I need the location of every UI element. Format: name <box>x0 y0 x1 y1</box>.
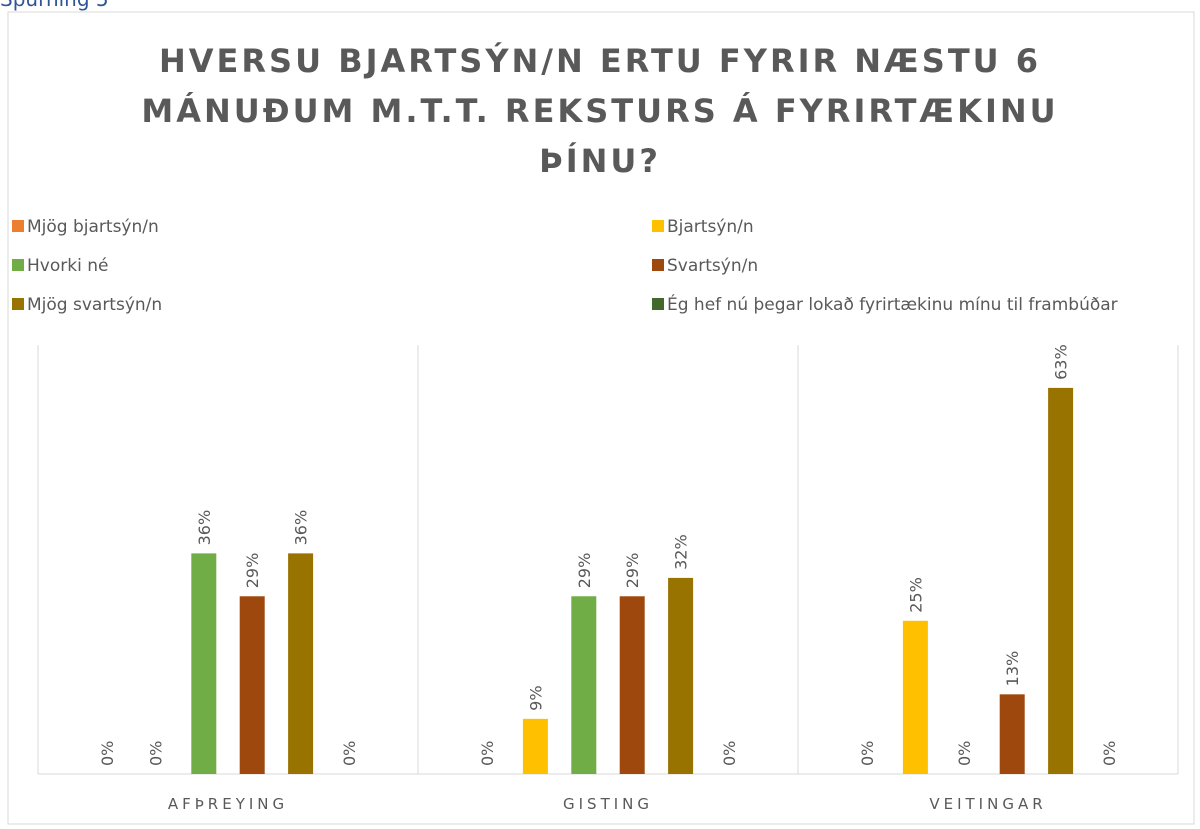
bar <box>571 596 597 774</box>
x-tick-label: VEITINGAR <box>929 795 1046 813</box>
chart-title: HVERSU BJARTSÝN/N ERTU FYRIR NÆSTU 6 <box>159 42 1041 80</box>
legend-label: Bjartsýn/n <box>667 217 754 237</box>
bar <box>902 620 928 774</box>
data-label: 36% <box>292 510 311 546</box>
bar <box>1048 387 1074 774</box>
data-label: 13% <box>1003 651 1022 687</box>
header: Spurning 5 <box>0 0 109 11</box>
data-label: 0% <box>955 741 974 766</box>
legend-label: Hvorki né <box>27 256 108 276</box>
data-label: 32% <box>672 534 691 570</box>
data-label: 0% <box>858 741 877 766</box>
data-label: 29% <box>623 553 642 589</box>
data-label: 0% <box>720 741 739 766</box>
x-tick-label: AFÞREYING <box>168 795 288 813</box>
data-label: 0% <box>1100 741 1119 766</box>
bar <box>668 577 694 774</box>
bar <box>619 596 645 774</box>
legend-swatch <box>12 220 24 232</box>
legend-swatch <box>12 298 24 310</box>
legend-label: Svartsýn/n <box>667 256 758 276</box>
data-label: 0% <box>478 741 497 766</box>
chart-border <box>7 11 1195 825</box>
data-label: 0% <box>340 741 359 766</box>
data-label: 0% <box>98 741 117 766</box>
data-label: 25% <box>906 577 925 613</box>
bar <box>999 694 1025 774</box>
data-label: 29% <box>575 553 594 589</box>
legend-swatch <box>652 298 664 310</box>
data-label: 0% <box>146 741 165 766</box>
bar <box>239 596 265 774</box>
bar <box>522 718 548 774</box>
chart-title: ÞÍNU? <box>539 142 661 180</box>
legend-swatch <box>652 259 664 271</box>
x-tick-label: GISTING <box>563 795 653 813</box>
legend-label: Mjög svartsýn/n <box>27 295 162 315</box>
legend-label: Mjög bjartsýn/n <box>27 217 159 237</box>
chart-title: MÁNUÐUM M.T.T. REKSTURS Á FYRIRTÆKINU <box>141 92 1058 130</box>
data-label: 9% <box>526 685 545 710</box>
bar <box>288 553 314 774</box>
data-label: 36% <box>195 510 214 546</box>
data-label: 63% <box>1052 344 1071 380</box>
legend-swatch <box>12 259 24 271</box>
data-label: 29% <box>243 553 262 589</box>
legend-swatch <box>652 220 664 232</box>
legend-label: Ég hef nú þegar lokað fyrirtækinu mínu t… <box>667 293 1118 315</box>
bar <box>191 553 217 774</box>
